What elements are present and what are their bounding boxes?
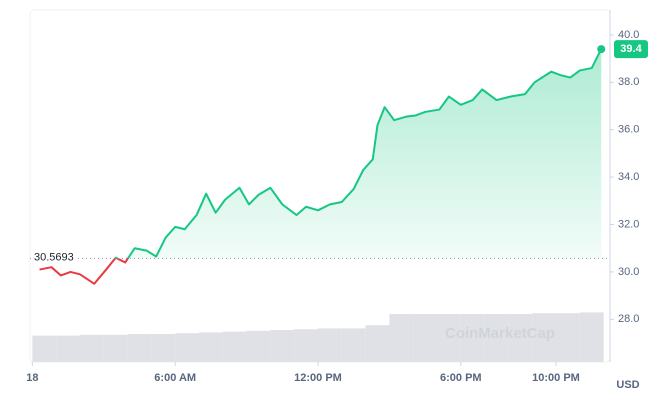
price-area (39, 49, 602, 259)
y-tick-label: 38.0 (618, 76, 639, 88)
baseline-label: 30.5693 (34, 251, 74, 263)
volume-bar (198, 332, 223, 362)
volume-bar (222, 331, 247, 362)
volume-bar (556, 313, 580, 362)
volume-bar (484, 314, 509, 362)
x-tick-label: 10:00 PM (532, 372, 580, 384)
y-tick-label: 34.0 (618, 171, 639, 183)
volume-bar (389, 314, 414, 362)
volume-bar (270, 330, 295, 362)
volume-bar (246, 330, 271, 362)
volume-bar (32, 335, 57, 362)
volume-bar (127, 334, 152, 362)
volume-bar (579, 312, 604, 362)
volume-bar (294, 329, 318, 362)
volume-bar (151, 334, 176, 362)
y-tick-label: 30.0 (618, 266, 639, 278)
volume-bar (365, 325, 390, 362)
currency-label: USD (616, 379, 639, 391)
volume-bar (175, 333, 199, 362)
last-point (597, 45, 606, 54)
last-price-tag (614, 40, 648, 59)
volume-bar (460, 314, 485, 362)
last-price-label: 39.4 (620, 43, 642, 55)
volume-bar (318, 328, 342, 362)
y-tick-label: 32.0 (618, 218, 639, 230)
x-tick-label: 6:00 PM (440, 372, 482, 384)
y-tick-label: 28.0 (618, 313, 639, 325)
baseline-label-bg (32, 250, 76, 265)
y-tick-label: 36.0 (618, 124, 639, 136)
volume-bar (437, 314, 461, 362)
volume-bar (79, 334, 104, 362)
volume-bar (341, 328, 366, 362)
y-tick-label: 40.0 (618, 29, 639, 41)
x-tick-label: 12:00 PM (294, 372, 342, 384)
watermark: CoinMarketCap (445, 325, 555, 342)
volume-bar (508, 314, 533, 362)
price-line-up (113, 48, 603, 259)
volume-bar (532, 313, 557, 362)
x-tick-label: 18 (26, 372, 38, 384)
x-tick-label: 6:00 AM (154, 372, 196, 384)
volume-bar (56, 335, 80, 362)
volume-bar (103, 334, 128, 362)
volume-bar (413, 314, 438, 362)
